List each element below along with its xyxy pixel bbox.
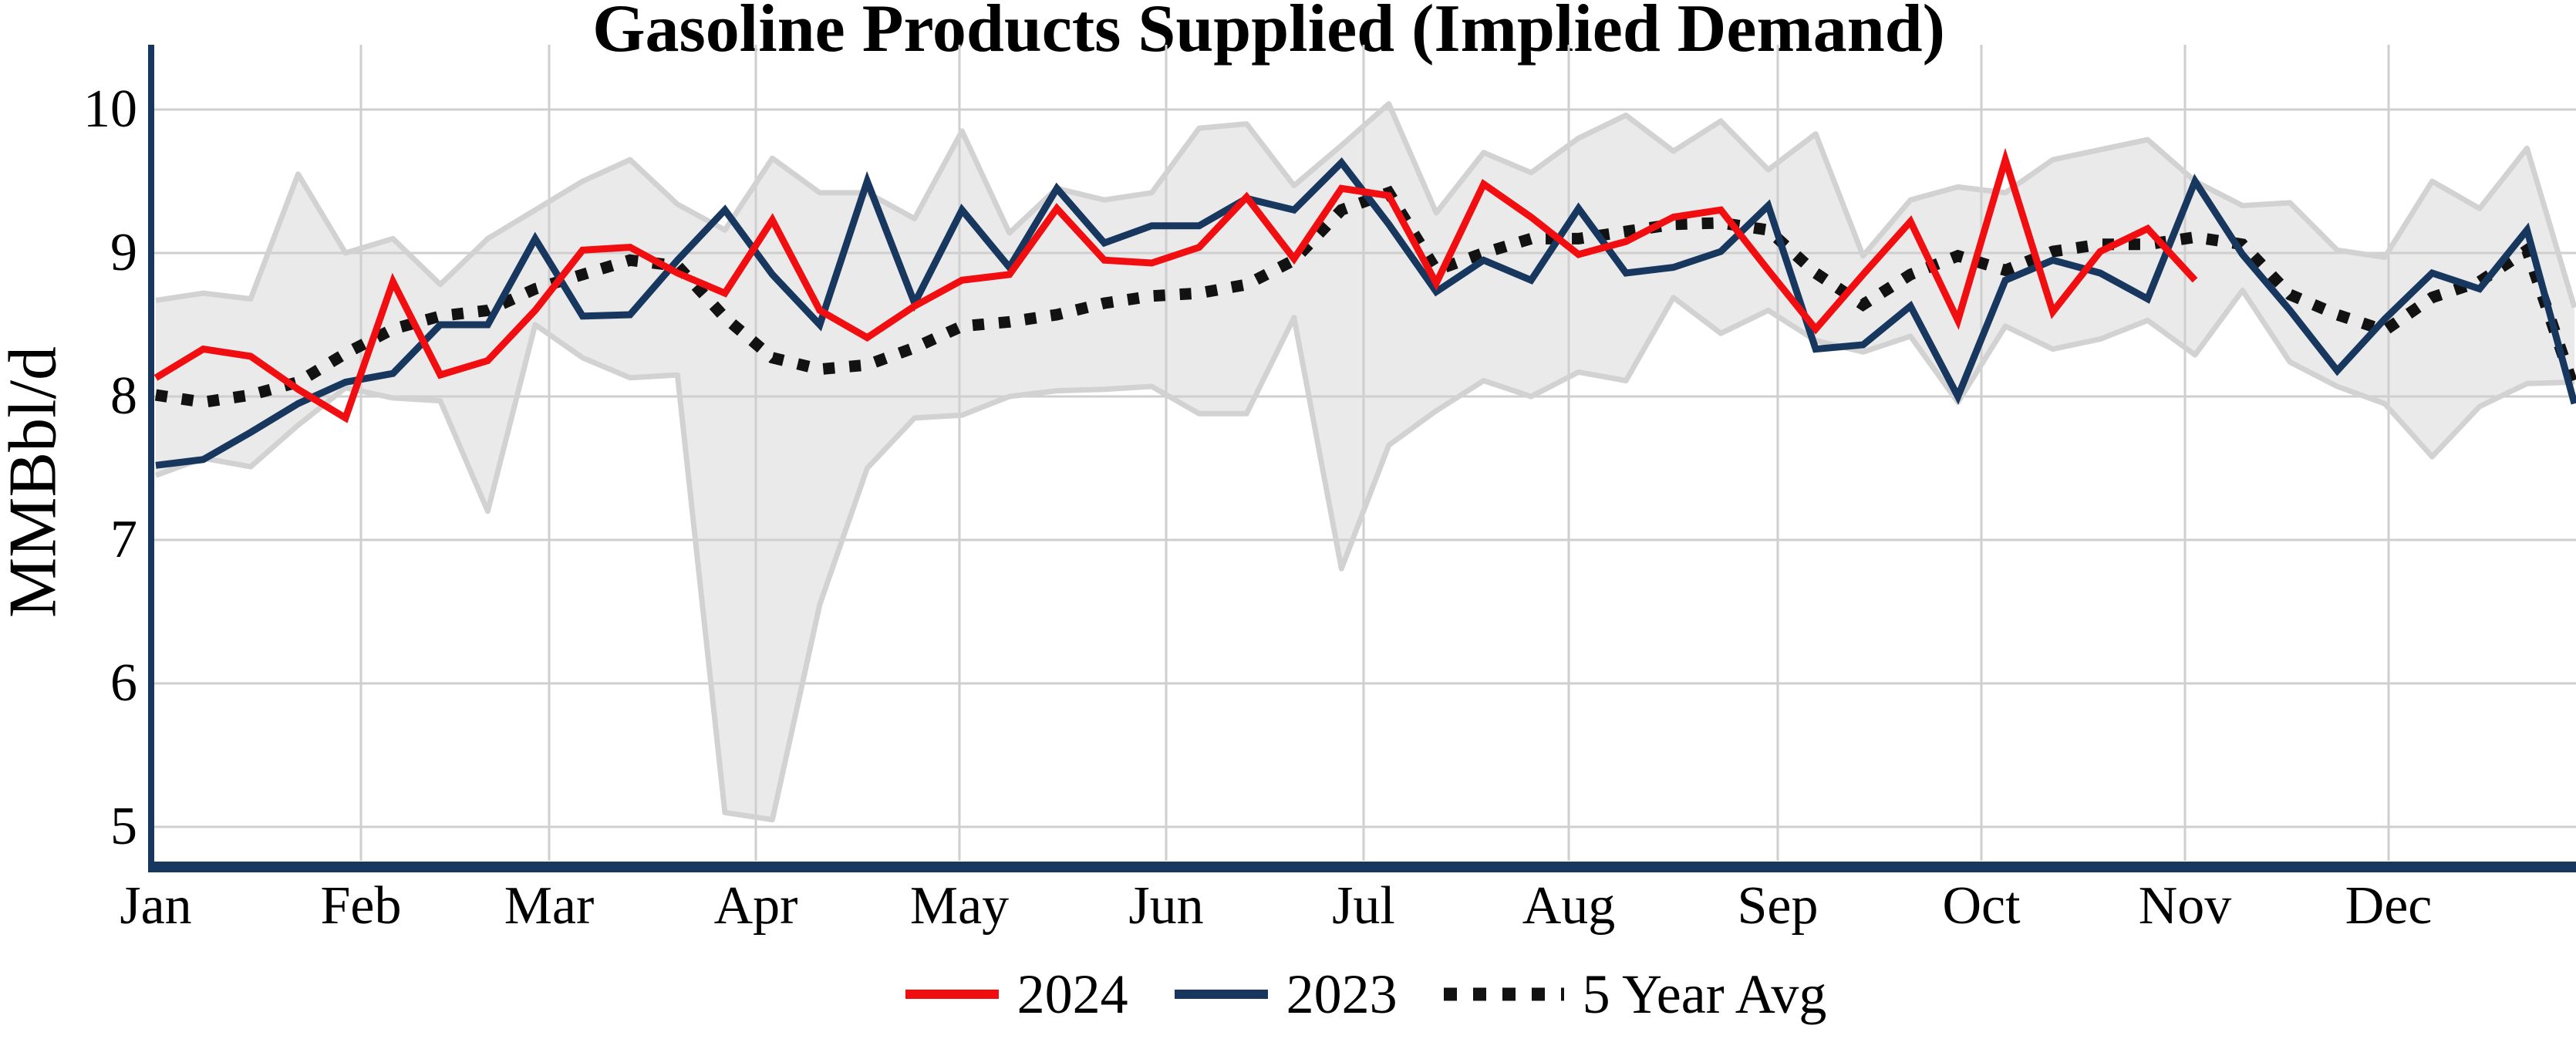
chart-title: Gasoline Products Supplied (Implied Dema…	[592, 0, 1945, 66]
x-tick-label-nov: Nov	[2138, 876, 2232, 936]
x-tick-label-oct: Oct	[1942, 876, 2021, 936]
legend-swatch-2024-line	[905, 990, 999, 999]
x-axis-spine	[148, 862, 2576, 872]
legend: 2024 2023 5 Year Avg	[154, 956, 2576, 1033]
x-tick-label-sep: Sep	[1737, 876, 1819, 936]
y-tick-label-6: 6	[110, 653, 137, 713]
legend-label-2023: 2023	[1286, 963, 1398, 1025]
y-tick-label-7: 7	[110, 510, 137, 569]
legend-label-5yr-avg: 5 Year Avg	[1582, 963, 1827, 1025]
x-tick-label-jan: Jan	[120, 876, 192, 936]
legend-item-2024: 2024	[904, 956, 1128, 1033]
legend-label-2024: 2024	[1017, 963, 1128, 1025]
series-2024-line	[153, 147, 2198, 423]
y-axis-spine	[148, 45, 154, 872]
legend-swatch-2023-line	[1174, 990, 1268, 999]
legend-swatch-5yr-avg-dotted-line	[1443, 987, 1564, 1001]
x-tick-label-jul: Jul	[1332, 876, 1395, 936]
x-tick-label-jun: Jun	[1128, 876, 1204, 936]
x-tick-label-dec: Dec	[2345, 876, 2433, 936]
legend-item-2023: 2023	[1173, 956, 1398, 1033]
x-tick-label-aug: Aug	[1522, 876, 1616, 936]
y-tick-label-10: 10	[83, 79, 137, 139]
x-tick-label-apr: Apr	[713, 876, 798, 936]
y-tick-label-5: 5	[110, 797, 137, 856]
legend-item-5yr-avg: 5 Year Avg	[1442, 956, 1827, 1033]
y-tick-label-9: 9	[110, 223, 137, 282]
five-year-range-top-edge	[155, 101, 2576, 309]
x-tick-label-feb: Feb	[320, 876, 402, 936]
x-tick-label-may: May	[909, 876, 1010, 936]
y-tick-label-8: 8	[110, 366, 137, 426]
x-tick-label-mar: Mar	[504, 876, 595, 936]
five-year-range-bottom-edge	[154, 287, 2575, 823]
